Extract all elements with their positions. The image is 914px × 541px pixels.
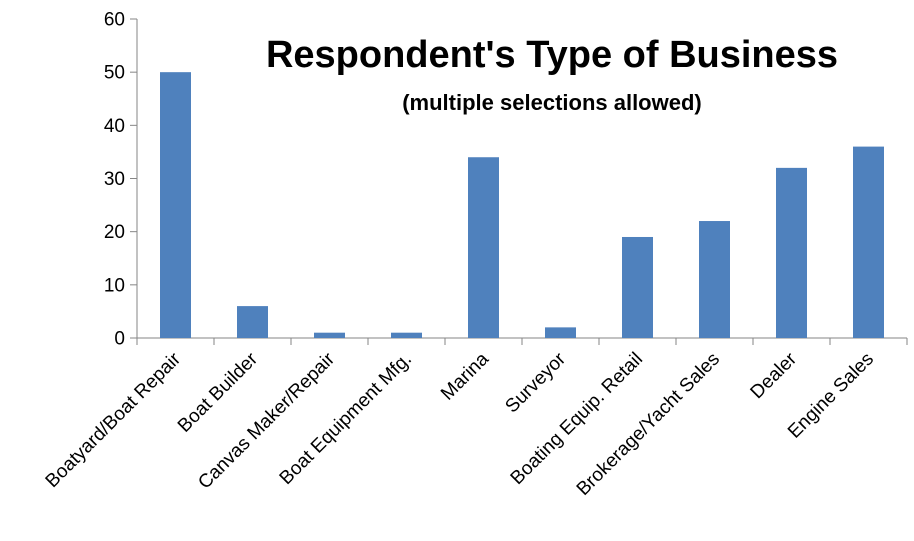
bar [545,327,576,338]
bar [853,146,884,338]
chart-subtitle: (multiple selections allowed) [402,90,702,115]
y-tick-label: 0 [114,329,125,350]
bar [468,157,499,338]
y-axis-ticks: 0 10 20 30 40 50 60 [104,10,137,350]
bar [160,72,191,339]
x-category-label: Marina [437,348,493,404]
bar [699,221,730,338]
x-category-label: Dealer [747,348,802,403]
bar [314,332,345,338]
x-category-label: Boatyard/Boat Repair [42,348,186,492]
bar [391,332,422,338]
bars [160,72,884,339]
x-category-label: Brokerage/Yacht Sales [573,349,724,500]
chart-title: Respondent's Type of Business [266,34,838,76]
x-category-label: Boat Equipment Mfg. [276,349,416,489]
bar [776,167,807,338]
bar [622,236,653,338]
y-tick-label: 10 [104,275,125,296]
y-tick-label: 40 [104,116,125,137]
x-category-label: Canvas Maker/Repair [194,348,339,493]
y-tick-label: 50 [104,63,125,84]
y-tick-label: 20 [104,222,125,243]
y-tick-label: 30 [104,169,125,190]
x-category-label: Boating Equip. Retail [507,349,647,489]
bar [237,306,268,338]
y-tick-label: 60 [104,10,125,31]
x-category-label: Surveyor [501,348,570,417]
